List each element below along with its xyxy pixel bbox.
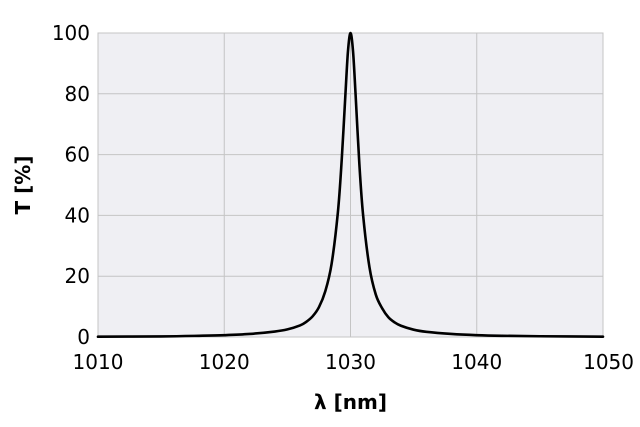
x-tick-label: 1040 <box>451 350 502 374</box>
x-axis-label: λ [nm] <box>314 390 387 414</box>
transmission-curve <box>96 31 605 338</box>
y-tick-label: 0 <box>77 325 90 349</box>
x-tick-label: 1050 <box>583 350 634 374</box>
y-tick-label: 40 <box>65 203 90 227</box>
y-tick-label: 60 <box>65 143 90 167</box>
x-tick-label: 1030 <box>325 350 376 374</box>
y-tick-label: 100 <box>52 21 90 45</box>
y-axis-label: T [%] <box>11 156 35 215</box>
x-tick-labels: 1010 1020 1030 1040 1050 <box>73 350 634 374</box>
y-tick-labels: 0 20 40 60 80 100 <box>52 21 90 349</box>
y-tick-label: 80 <box>65 82 90 106</box>
y-tick-label: 20 <box>65 264 90 288</box>
x-tick-label: 1020 <box>199 350 250 374</box>
x-tick-label: 1010 <box>73 350 124 374</box>
